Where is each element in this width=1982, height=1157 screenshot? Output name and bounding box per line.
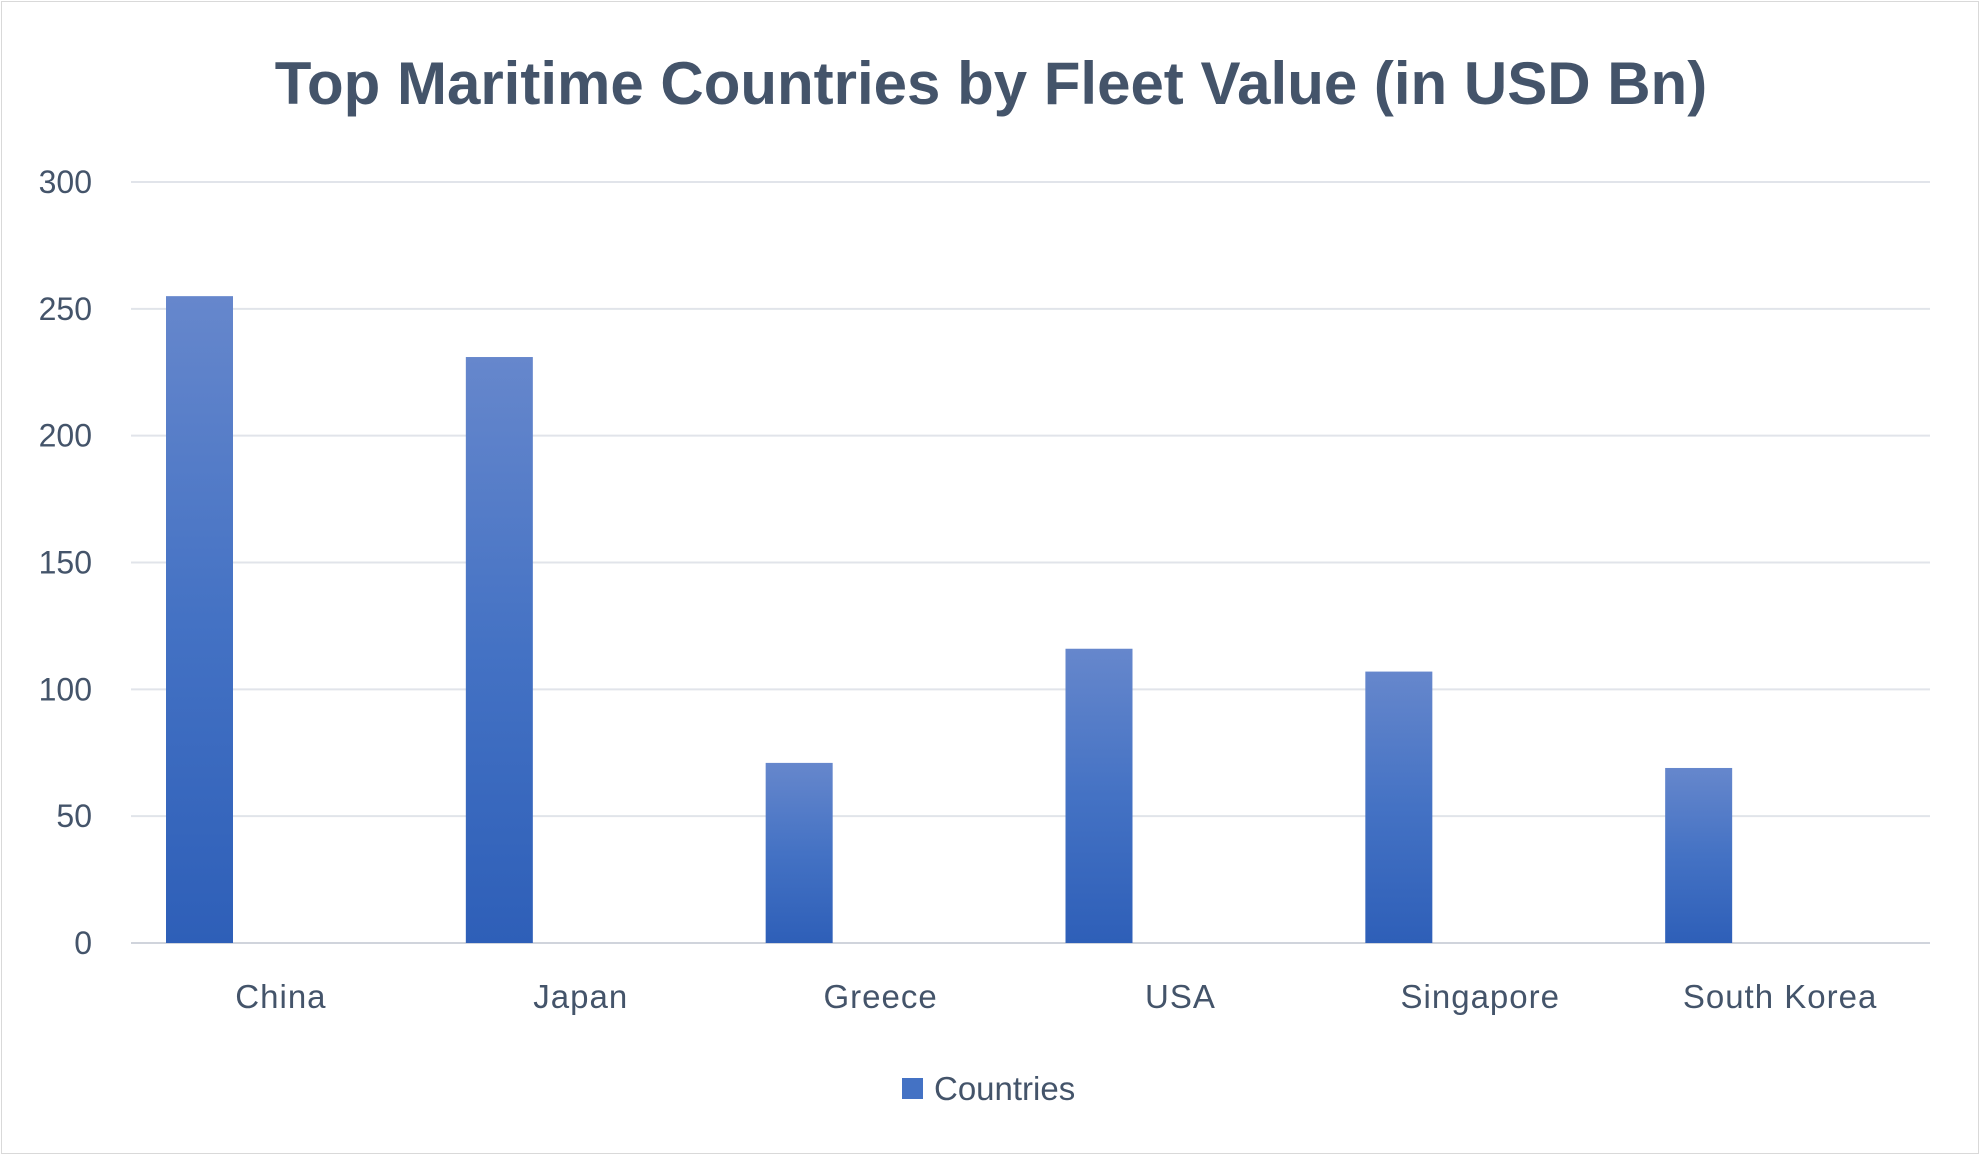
bar-greece bbox=[765, 762, 833, 943]
x-tick-label: Japan bbox=[533, 978, 628, 1015]
x-tick-label: USA bbox=[1145, 978, 1216, 1015]
y-tick-label: 300 bbox=[39, 164, 92, 200]
chart-title: Top Maritime Countries by Fleet Value (i… bbox=[275, 50, 1707, 117]
y-tick-label: 150 bbox=[39, 545, 92, 581]
bar-china bbox=[166, 296, 233, 943]
bar-japan bbox=[465, 357, 533, 943]
x-tick-label: China bbox=[235, 978, 326, 1015]
x-tick-label: Singapore bbox=[1401, 978, 1560, 1015]
bar-usa bbox=[1065, 648, 1133, 943]
bar-south-korea bbox=[1665, 767, 1733, 943]
legend-swatch bbox=[902, 1078, 923, 1099]
y-tick-label: 100 bbox=[39, 671, 92, 707]
y-tick-label: 250 bbox=[39, 291, 92, 327]
y-tick-label: 50 bbox=[56, 798, 92, 834]
x-tick-label: Greece bbox=[823, 978, 937, 1015]
y-tick-label: 200 bbox=[39, 418, 92, 454]
bar-singapore bbox=[1365, 671, 1433, 943]
x-tick-label: South Korea bbox=[1683, 978, 1877, 1015]
y-tick-label: 0 bbox=[74, 925, 92, 961]
legend-label: Countries bbox=[934, 1070, 1075, 1107]
